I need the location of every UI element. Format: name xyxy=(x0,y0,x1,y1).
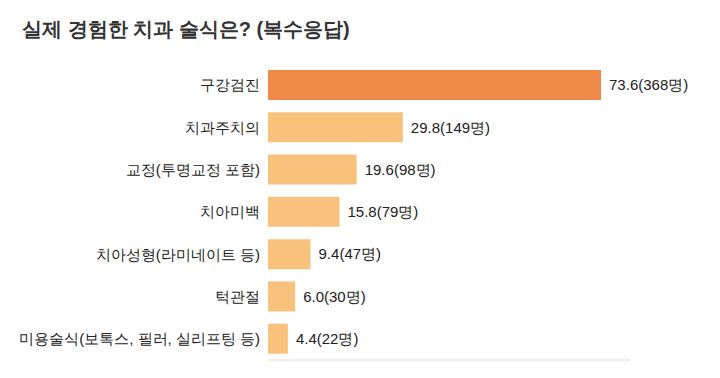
svg-text:구강검진: 구강검진 xyxy=(200,76,260,93)
svg-text:6.0(30명): 6.0(30명) xyxy=(303,288,366,305)
svg-text:73.6(368명): 73.6(368명) xyxy=(609,76,688,93)
svg-text:치아성형(라미네이트 등): 치아성형(라미네이트 등) xyxy=(96,246,260,263)
svg-text:치과주치의: 치과주치의 xyxy=(185,119,260,136)
svg-text:교정(투명교정 포함): 교정(투명교정 포함) xyxy=(126,161,260,178)
svg-text:미용술식(보톡스, 필러, 실리프팅 등): 미용술식(보톡스, 필러, 실리프팅 등) xyxy=(19,330,260,347)
svg-text:4.4(22명): 4.4(22명) xyxy=(296,330,359,347)
svg-text:15.8(79명): 15.8(79명) xyxy=(347,203,418,220)
svg-text:치아미백: 치아미백 xyxy=(200,203,260,220)
html-text:실제 경험한 치과 술식은? (복수응답): 실제 경험한 치과 술식은? (복수응답) xyxy=(22,18,350,40)
svg-text:턱관절: 턱관절 xyxy=(215,288,260,305)
svg-text:19.6(98명): 19.6(98명) xyxy=(365,161,436,178)
svg-text:9.4(47명): 9.4(47명) xyxy=(319,245,382,262)
svg-text:29.8(149명): 29.8(149명) xyxy=(411,119,490,136)
